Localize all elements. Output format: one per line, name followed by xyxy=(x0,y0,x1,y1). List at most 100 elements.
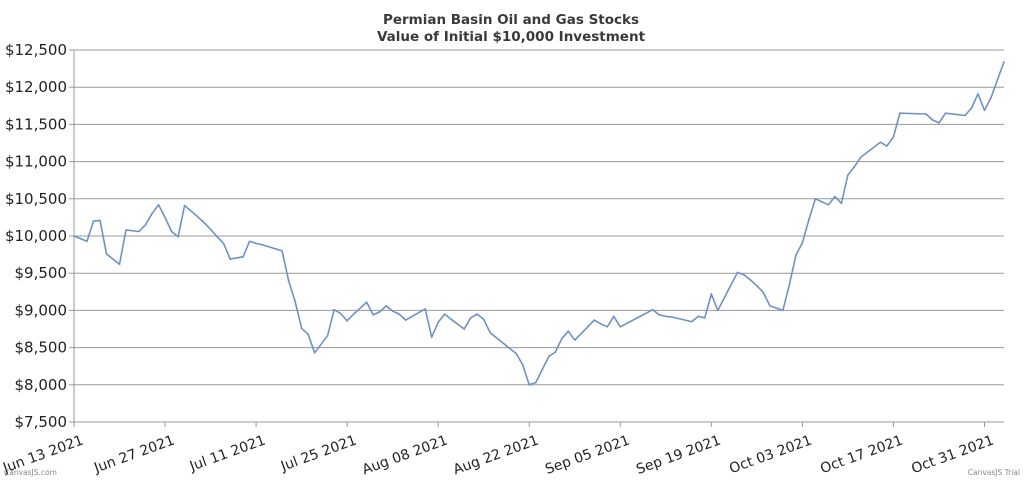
y-tick-label: $11,500 xyxy=(5,115,67,133)
data-point xyxy=(938,122,940,124)
data-point xyxy=(983,109,986,112)
data-point xyxy=(710,293,713,295)
credit-right: CanvasJS Trial xyxy=(968,468,1020,477)
data-point xyxy=(847,174,849,176)
data-point xyxy=(782,309,784,312)
chart-title: Permian Basin Oil and Gas Stocks xyxy=(383,12,639,28)
credit-left: CanvasJS.com xyxy=(4,468,57,477)
data-point xyxy=(365,301,368,304)
data-point xyxy=(801,241,804,244)
data-point xyxy=(118,263,121,266)
data-point xyxy=(736,271,739,274)
series-line xyxy=(73,61,1005,386)
data-point xyxy=(430,336,433,338)
data-point xyxy=(196,215,199,218)
data-point xyxy=(86,240,88,243)
data-point xyxy=(879,141,882,144)
x-tick-label: Jul 25 2021 xyxy=(278,433,359,475)
data-point xyxy=(788,283,791,286)
y-tick-label: $8,500 xyxy=(15,339,68,357)
data-point xyxy=(391,310,394,312)
data-point xyxy=(404,319,407,321)
data-point xyxy=(183,204,186,207)
gridlines xyxy=(74,49,1004,423)
data-point xyxy=(346,320,348,322)
data-point xyxy=(164,216,166,219)
x-axis: Jun 13 2021 Jun 27 2021 Jul 11 2021 Jul 25 … xyxy=(0,421,1004,479)
data-point xyxy=(216,235,218,238)
x-tick-label: Oct 03 2021 xyxy=(727,433,814,478)
data-point xyxy=(808,218,810,221)
data-point xyxy=(554,351,557,353)
data-point xyxy=(157,203,160,206)
data-point xyxy=(691,320,693,323)
y-tick-label: $9,000 xyxy=(15,301,68,319)
x-tick-label: Oct 17 2021 xyxy=(818,433,905,478)
y-tick-label: $12,000 xyxy=(5,78,67,96)
data-point xyxy=(326,334,329,337)
data-point xyxy=(860,156,862,158)
data-point xyxy=(560,337,563,340)
data-point xyxy=(138,230,140,233)
y-tick-label: $10,000 xyxy=(5,227,67,245)
data-point xyxy=(697,315,700,318)
y-tick-label: $11,000 xyxy=(5,153,67,171)
data-point xyxy=(469,317,472,319)
x-tick-label: Jun 27 2021 xyxy=(91,433,177,477)
x-tick-label: Aug 08 2021 xyxy=(360,433,450,479)
data-point xyxy=(814,198,817,200)
y-axis: $7,500 $8,000 $8,500 $9,000 $9,500 $10,000 $10… xyxy=(5,41,75,431)
data-point xyxy=(307,333,309,336)
data-point xyxy=(177,235,179,238)
data-point xyxy=(671,316,674,318)
data-point xyxy=(567,330,570,333)
data-point xyxy=(756,285,758,287)
data-point xyxy=(769,305,771,307)
data-point xyxy=(977,93,979,95)
data-point xyxy=(834,195,836,198)
x-tick-label: Jul 11 2021 xyxy=(187,433,268,475)
data-point xyxy=(1003,61,1005,63)
data-point xyxy=(534,381,537,384)
data-point xyxy=(476,313,479,315)
data-point xyxy=(853,166,856,168)
data-point xyxy=(352,313,355,315)
data-point xyxy=(424,308,426,310)
data-point xyxy=(443,313,446,315)
data-point xyxy=(886,145,888,147)
y-tick-label: $7,500 xyxy=(15,413,68,431)
data-point xyxy=(925,113,927,115)
data-point xyxy=(287,279,290,282)
data-point xyxy=(144,224,147,226)
data-point xyxy=(658,314,661,316)
data-point xyxy=(599,322,602,325)
data-point xyxy=(209,228,212,231)
data-point xyxy=(151,212,153,215)
data-point xyxy=(743,273,745,276)
data-point xyxy=(482,318,485,321)
data-point xyxy=(612,315,615,318)
data-point xyxy=(593,319,596,321)
data-point xyxy=(899,112,901,115)
data-point xyxy=(606,325,609,328)
data-point xyxy=(840,202,843,205)
data-point xyxy=(515,352,518,355)
data-point xyxy=(242,256,244,258)
data-point xyxy=(964,114,966,117)
data-point xyxy=(749,279,752,281)
y-tick-label: $12,500 xyxy=(5,41,67,59)
y-tick-label: $10,500 xyxy=(5,190,67,208)
data-point xyxy=(73,235,75,237)
data-point xyxy=(378,311,381,313)
data-point xyxy=(99,219,101,222)
data-point xyxy=(521,363,524,366)
data-point xyxy=(573,339,576,341)
data-point xyxy=(970,107,973,109)
data-point xyxy=(437,321,439,324)
data-point xyxy=(339,312,342,315)
x-tick-label: Aug 22 2021 xyxy=(451,433,541,479)
data-point xyxy=(261,244,264,246)
data-point xyxy=(944,112,947,115)
data-point xyxy=(463,328,466,330)
